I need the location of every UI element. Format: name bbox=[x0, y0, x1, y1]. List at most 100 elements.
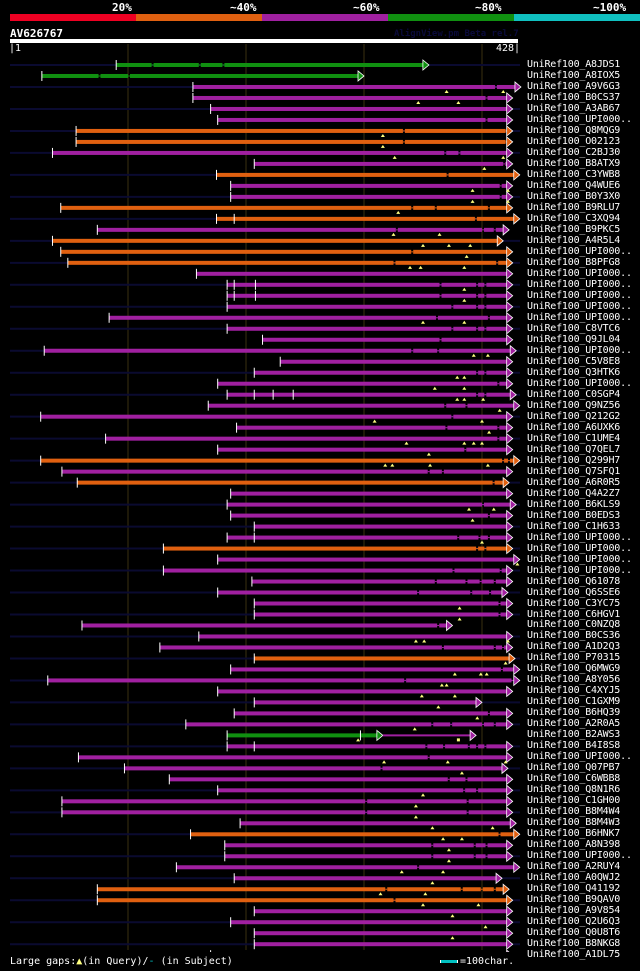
hit-label[interactable]: UniRef100_UPI000.. bbox=[527, 564, 632, 576]
hit-label[interactable]: UniRef100_A6R0R5 bbox=[527, 476, 621, 488]
hit-label[interactable]: UniRef100_C8VTC6 bbox=[527, 322, 621, 334]
hit-label[interactable]: UniRef100_B8M4W4 bbox=[527, 806, 621, 818]
legend-swatch-40 bbox=[136, 14, 262, 21]
hit-label[interactable]: UniRef100_UPI000.. bbox=[527, 113, 632, 125]
hit-bar-segment bbox=[76, 128, 403, 133]
query-gap-marker-icon bbox=[503, 760, 508, 764]
hit-label[interactable]: UniRef100_A8Y056 bbox=[527, 674, 621, 686]
hit-label[interactable]: UniRef100_Q9NZ56 bbox=[527, 399, 621, 411]
hit-label[interactable]: UniRef100_C0SGP4 bbox=[527, 388, 621, 400]
hit-label[interactable]: UniRef100_B0Y3X0 bbox=[527, 190, 621, 202]
hit-label[interactable]: UniRef100_A4R5L4 bbox=[527, 234, 621, 246]
hit-label[interactable]: UniRef100_B4I8S8 bbox=[527, 740, 621, 752]
hit-bar-segment bbox=[227, 282, 440, 287]
hit-label[interactable]: UniRef100_B9PKC5 bbox=[527, 223, 621, 235]
hit-label[interactable]: UniRef100_Q299H7 bbox=[527, 454, 621, 466]
hit-label[interactable]: UniRef100_B0EDS3 bbox=[527, 509, 621, 521]
hit-label[interactable]: UniRef100_C4XYJ5 bbox=[527, 685, 621, 697]
hit-label[interactable]: UniRef100_A3AB67 bbox=[527, 102, 621, 114]
hit-label[interactable]: UniRef100_A9V6G3 bbox=[527, 80, 621, 92]
hit-label[interactable]: UniRef100_Q4WUE6 bbox=[527, 179, 621, 191]
hit-label[interactable]: UniRef100_C1UME4 bbox=[527, 432, 621, 444]
hit-label[interactable]: UniRef100_UPI000.. bbox=[527, 267, 632, 279]
hit-label[interactable]: UniRef100_C5V8E8 bbox=[527, 355, 621, 367]
hit-label[interactable]: UniRef100_A1DL75 bbox=[527, 949, 621, 961]
hit-bar-segment bbox=[478, 546, 485, 551]
hit-label[interactable]: UniRef100_A6UXK6 bbox=[527, 421, 621, 433]
hit-label[interactable]: UniRef100_A2R0A5 bbox=[527, 718, 621, 730]
hit-label[interactable]: UniRef100_Q41192 bbox=[527, 883, 621, 895]
hit-label[interactable]: UniRef100_A8N398 bbox=[527, 839, 621, 851]
hit-label[interactable]: UniRef100_Q9JL04 bbox=[527, 333, 621, 345]
hit-bar-segment bbox=[97, 898, 394, 903]
hit-bar-segment bbox=[499, 381, 507, 386]
hit-label[interactable]: UniRef100_B8ATX9 bbox=[527, 157, 621, 169]
hit-label[interactable]: UniRef100_UPI000.. bbox=[527, 531, 632, 543]
hit-label[interactable]: UniRef100_Q6SSE6 bbox=[527, 586, 621, 598]
hit-arrow-icon bbox=[513, 663, 521, 676]
hit-label[interactable]: UniRef100_B9QAV0 bbox=[527, 894, 621, 906]
hit-label[interactable]: UniRef100_UPI000.. bbox=[527, 245, 632, 257]
hit-label[interactable]: UniRef100_UPI000.. bbox=[527, 278, 632, 290]
hit-label[interactable]: UniRef100_A8IOX5 bbox=[527, 69, 621, 81]
hit-bar-segment bbox=[453, 326, 477, 331]
hit-label[interactable]: UniRef100_B9RLU7 bbox=[527, 201, 621, 213]
hit-label[interactable]: UniRef100_A0QWJ2 bbox=[527, 872, 621, 884]
hit-label[interactable]: UniRef100_UPI000.. bbox=[527, 553, 632, 565]
hit-label[interactable]: UniRef100_B8PFG8 bbox=[527, 256, 621, 268]
hit-label[interactable]: UniRef100_A8JDS1 bbox=[527, 59, 621, 70]
hit-label[interactable]: UniRef100_C6HGV1 bbox=[527, 608, 621, 620]
hit-label[interactable]: UniRef100_UPI000.. bbox=[527, 300, 632, 312]
hit-label[interactable]: UniRef100_P70315 bbox=[527, 652, 621, 664]
hit-label[interactable]: UniRef100_B8M4W3 bbox=[527, 817, 621, 829]
hit-label[interactable]: UniRef100_C1GXM9 bbox=[527, 696, 621, 708]
hit-label[interactable]: UniRef100_UPI000.. bbox=[527, 751, 632, 763]
hit-label[interactable]: UniRef100_A2RUY4 bbox=[527, 861, 621, 873]
hit-label[interactable]: UniRef100_B2AWS3 bbox=[527, 729, 621, 741]
hit-label[interactable]: UniRef100_UPI000.. bbox=[527, 344, 632, 356]
hit-label[interactable]: UniRef100_UPI000.. bbox=[527, 542, 632, 554]
hit-label[interactable]: UniRef100_Q8MQG9 bbox=[527, 124, 621, 136]
hit-label[interactable]: UniRef100_A9V854 bbox=[527, 905, 621, 917]
hit-label[interactable]: UniRef100_Q4A2Z7 bbox=[527, 487, 621, 499]
hit-label[interactable]: UniRef100_B8NKG8 bbox=[527, 938, 621, 950]
hit-label[interactable]: UniRef100_UPI000.. bbox=[527, 311, 632, 323]
hit-arrow-icon bbox=[501, 586, 509, 599]
hit-label[interactable]: UniRef100_Q07PB7 bbox=[527, 762, 621, 774]
hit-label[interactable]: UniRef100_C0NZQ8 bbox=[527, 619, 621, 631]
hit-label[interactable]: UniRef100_B6HNK7 bbox=[527, 828, 621, 840]
hit-label[interactable]: UniRef100_UPI000.. bbox=[527, 289, 632, 301]
hit-label[interactable]: UniRef100_B6KLS9 bbox=[527, 498, 621, 510]
hit-label[interactable]: UniRef100_O02123 bbox=[527, 135, 621, 147]
query-gap-marker-icon bbox=[462, 287, 467, 291]
hit-label[interactable]: UniRef100_Q6MWG9 bbox=[527, 663, 621, 675]
hit-label[interactable]: UniRef100_Q7QEL7 bbox=[527, 443, 621, 455]
hit-label[interactable]: UniRef100_A1D2Q3 bbox=[527, 641, 621, 653]
hit-label[interactable]: UniRef100_C6WBB8 bbox=[527, 773, 621, 785]
hit-bar-segment bbox=[198, 634, 507, 639]
hit-label[interactable]: UniRef100_C3XQ94 bbox=[527, 212, 621, 224]
hit-label[interactable]: UniRef100_C3YWB8 bbox=[527, 168, 621, 180]
hit-arrow-icon bbox=[506, 795, 514, 808]
hit-label[interactable]: UniRef100_Q3HTK6 bbox=[527, 366, 621, 378]
hit-label[interactable]: UniRef100_C1H633 bbox=[527, 520, 621, 532]
hit-label[interactable]: UniRef100_C1GH00 bbox=[527, 795, 621, 807]
hit-arrow-icon bbox=[506, 333, 514, 346]
hit-arrow-icon bbox=[506, 564, 514, 577]
hit-label[interactable]: UniRef100_UPI000.. bbox=[527, 377, 632, 389]
hit-arrow-icon bbox=[506, 300, 514, 313]
hit-bar-segment bbox=[100, 73, 128, 78]
hit-label[interactable]: UniRef100_Q0U8T6 bbox=[527, 927, 621, 939]
hit-bar-segment bbox=[234, 876, 497, 881]
hit-label[interactable]: UniRef100_B0CS36 bbox=[527, 630, 621, 642]
hit-label[interactable]: UniRef100_B0CS37 bbox=[527, 91, 621, 103]
hit-label[interactable]: UniRef100_Q61078 bbox=[527, 575, 621, 587]
hit-label[interactable]: UniRef100_Q212G2 bbox=[527, 410, 621, 422]
hit-label[interactable]: UniRef100_Q2U6Q3 bbox=[527, 916, 621, 928]
hit-label[interactable]: UniRef100_C2BJ30 bbox=[527, 146, 621, 158]
hit-label[interactable]: UniRef100_Q8N1R6 bbox=[527, 784, 621, 796]
hit-label[interactable]: UniRef100_C3YC75 bbox=[527, 597, 621, 609]
hit-label[interactable]: UniRef100_Q7SFQ1 bbox=[527, 465, 621, 477]
hit-label[interactable]: UniRef100_UPI000.. bbox=[527, 850, 632, 862]
hit-label[interactable]: UniRef100_B6HQ39 bbox=[527, 707, 621, 719]
